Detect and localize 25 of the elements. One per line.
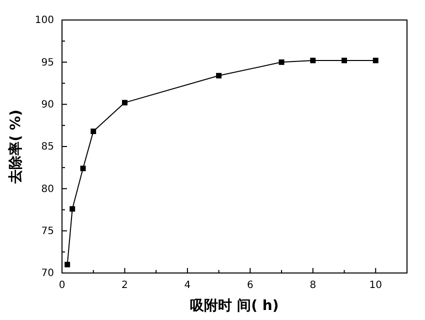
y-tick-label: 85 xyxy=(41,142,54,153)
y-tick-label: 100 xyxy=(34,15,54,26)
y-tick-label: 70 xyxy=(41,268,54,280)
point xyxy=(342,58,348,64)
point xyxy=(310,58,316,64)
y-tick-label: 95 xyxy=(41,57,54,68)
y-tick-label: 80 xyxy=(41,184,54,195)
point xyxy=(70,206,76,212)
point xyxy=(80,166,86,172)
point xyxy=(90,128,96,134)
y-axis-title: 去除率( %) xyxy=(7,110,24,184)
y-tick-label: 75 xyxy=(41,226,54,238)
point xyxy=(122,100,128,106)
x-tick-label: 6 xyxy=(246,280,254,292)
x-tick-label: 8 xyxy=(310,280,316,292)
point xyxy=(278,59,284,65)
x-tick-label: 0 xyxy=(58,280,66,292)
point xyxy=(372,58,378,64)
point xyxy=(64,262,70,268)
point xyxy=(216,72,222,78)
y-tick-label: 90 xyxy=(41,100,54,111)
x-tick-label: 10 xyxy=(369,280,382,292)
x-tick-label: 2 xyxy=(122,280,128,292)
x-axis-title: 吸附时 间( h) xyxy=(190,298,279,314)
x-tick-label: 4 xyxy=(184,280,191,292)
